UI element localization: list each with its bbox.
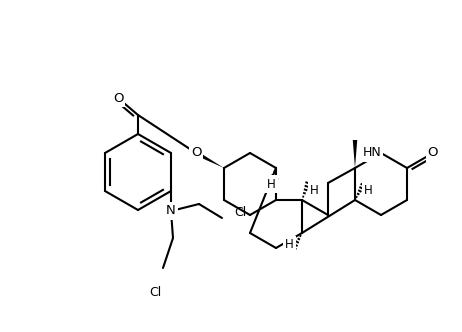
Text: Cl: Cl [234, 207, 246, 219]
Text: HN: HN [362, 146, 381, 159]
Text: N: N [166, 205, 176, 217]
Text: H: H [267, 178, 275, 191]
Text: H: H [364, 185, 372, 198]
Polygon shape [274, 178, 278, 200]
Polygon shape [353, 140, 357, 168]
Text: O: O [428, 146, 438, 159]
Text: H: H [285, 238, 293, 252]
Text: O: O [191, 146, 201, 159]
Polygon shape [195, 151, 224, 168]
Text: O: O [113, 92, 123, 105]
Text: Cl: Cl [149, 287, 161, 299]
Text: H: H [310, 184, 318, 197]
